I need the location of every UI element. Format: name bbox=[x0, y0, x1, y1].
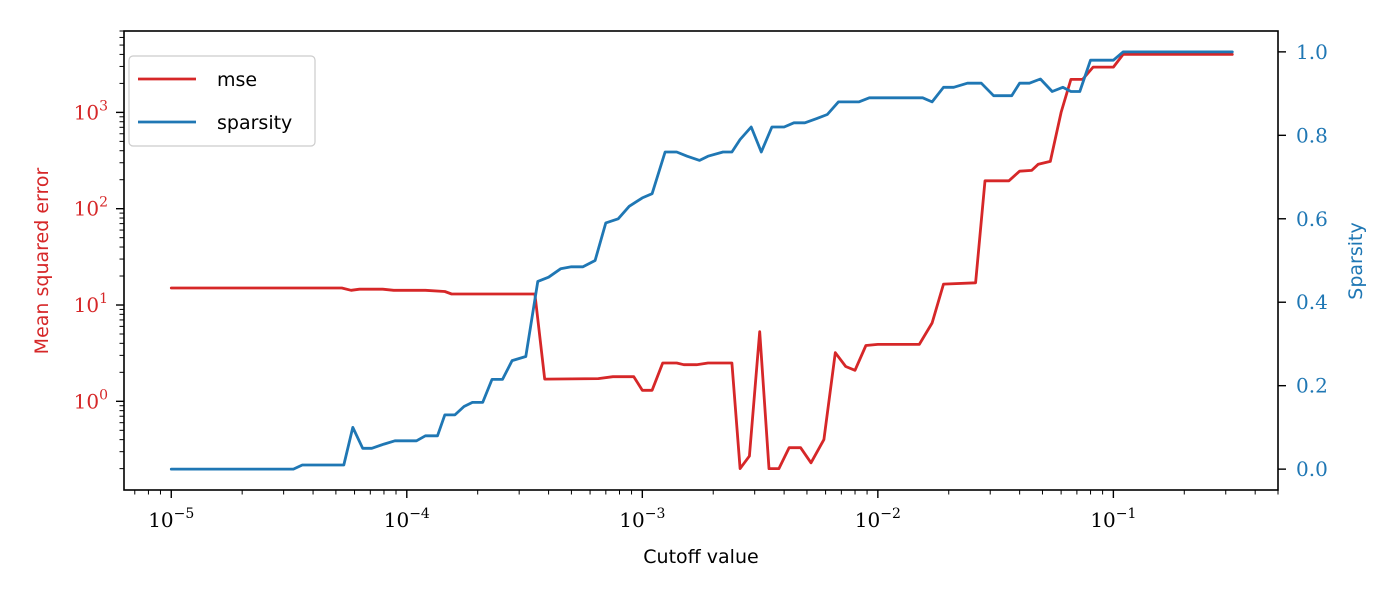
left-tick-label: 100 bbox=[74, 387, 108, 413]
left-tick-label: 101 bbox=[74, 291, 108, 317]
right-tick-label: 0.2 bbox=[1296, 374, 1328, 398]
left-tick-label: 103 bbox=[74, 98, 108, 124]
right-tick-label: 0.6 bbox=[1296, 207, 1328, 231]
x-tick-label: 10−4 bbox=[384, 506, 430, 532]
right-tick-label: 0.0 bbox=[1296, 457, 1328, 481]
plot-frame bbox=[123, 30, 1279, 491]
legend: mse sparsity bbox=[128, 55, 316, 147]
right-axis-label: Sparsity bbox=[1345, 222, 1367, 299]
right-tick-label: 1.0 bbox=[1296, 40, 1328, 64]
x-tick-label: 10−2 bbox=[855, 506, 901, 532]
right-tick-label: 0.4 bbox=[1296, 290, 1328, 314]
series-line-mse bbox=[169, 53, 1234, 471]
left-axis-label: Mean squared error bbox=[31, 167, 53, 354]
legend-label-mse: mse bbox=[217, 69, 257, 91]
x-tick-label: 10−5 bbox=[148, 506, 194, 532]
x-axis-label: Cutoff value bbox=[643, 546, 758, 568]
x-tick-label: 10−1 bbox=[1090, 506, 1136, 532]
series-line-sparsity bbox=[169, 50, 1234, 471]
x-tick-label: 10−3 bbox=[619, 506, 665, 532]
left-tick-label: 102 bbox=[74, 195, 108, 221]
right-tick-label: 0.8 bbox=[1296, 123, 1328, 147]
legend-label-sparsity: sparsity bbox=[217, 112, 292, 134]
